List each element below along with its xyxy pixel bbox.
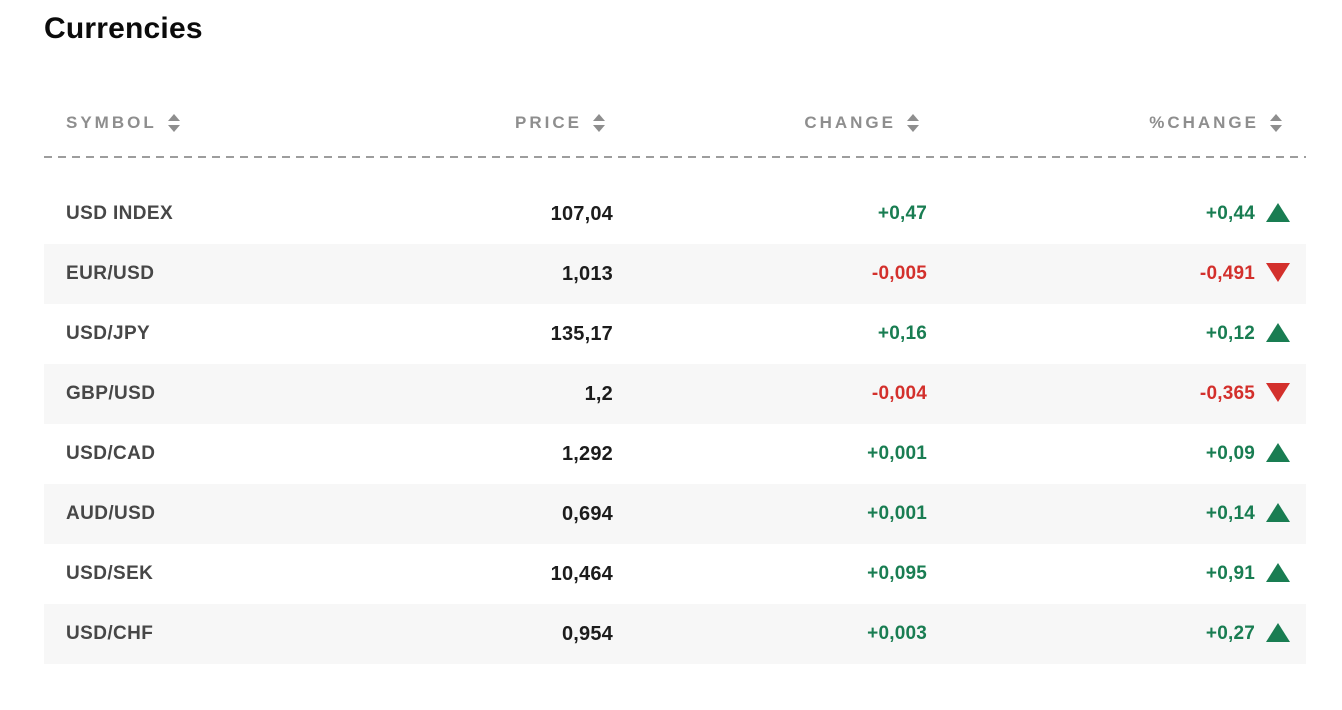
sort-arrows-icon[interactable] xyxy=(593,114,605,132)
pct-change-value: +0,14 xyxy=(1205,503,1255,524)
price-cell: 1,2 xyxy=(584,382,613,405)
table-row: GBP/USD 1,2 -0,004 -0,365 xyxy=(44,364,1306,424)
pct-change-value: +0,12 xyxy=(1205,323,1255,344)
table-row: USD/CHF 0,954 +0,003 +0,27 xyxy=(44,604,1306,664)
table-body: USD INDEX 107,04 +0,47 +0,44 EUR/USD 1,0… xyxy=(44,184,1306,664)
column-header-change-label: CHANGE xyxy=(804,113,896,132)
column-header-pct-change[interactable]: %CHANGE xyxy=(927,113,1290,133)
currencies-widget: Currencies SYMBOL PRICE CHANGE %CHANGE U… xyxy=(44,12,1306,664)
table-row: USD INDEX 107,04 +0,47 +0,44 xyxy=(44,184,1306,244)
trend-up-icon xyxy=(1266,202,1290,222)
column-header-symbol-label: SYMBOL xyxy=(66,113,157,132)
symbol-cell: AUD/USD xyxy=(66,503,156,524)
symbol-cell: USD INDEX xyxy=(66,203,174,224)
table-row: AUD/USD 0,694 +0,001 +0,14 xyxy=(44,484,1306,544)
pct-change-cell: -0,365 xyxy=(927,382,1290,405)
sort-up-arrow-icon xyxy=(1270,114,1282,121)
sort-arrows-icon[interactable] xyxy=(907,114,919,132)
pct-change-cell: +0,44 xyxy=(927,202,1290,225)
pct-change-value: +0,09 xyxy=(1205,443,1255,464)
sort-arrows-icon[interactable] xyxy=(167,114,180,132)
trend-down-icon xyxy=(1266,262,1290,282)
change-cell: +0,47 xyxy=(877,203,927,224)
pct-change-value: +0,44 xyxy=(1205,203,1255,224)
sort-up-arrow-icon xyxy=(907,114,919,121)
table-row: USD/SEK 10,464 +0,095 +0,91 xyxy=(44,544,1306,604)
column-header-change[interactable]: CHANGE xyxy=(613,113,927,133)
price-cell: 1,292 xyxy=(561,442,613,465)
price-cell: 135,17 xyxy=(550,322,613,345)
price-cell: 107,04 xyxy=(550,202,613,225)
sort-arrows-icon[interactable] xyxy=(1270,114,1282,132)
pct-change-cell: +0,14 xyxy=(927,502,1290,525)
sort-down-arrow-icon xyxy=(1270,125,1282,132)
change-cell: +0,003 xyxy=(867,623,927,644)
currencies-table: SYMBOL PRICE CHANGE %CHANGE USD INDEX 10… xyxy=(44,108,1306,664)
trend-down-icon xyxy=(1266,382,1290,402)
table-header-row: SYMBOL PRICE CHANGE %CHANGE xyxy=(44,108,1306,138)
sort-down-arrow-icon xyxy=(907,125,919,132)
pct-change-cell: -0,491 xyxy=(927,262,1290,285)
symbol-cell: USD/SEK xyxy=(66,563,154,584)
symbol-cell: USD/CAD xyxy=(66,443,156,464)
sort-up-arrow-icon xyxy=(167,114,180,121)
trend-up-icon xyxy=(1266,322,1290,342)
pct-change-cell: +0,12 xyxy=(927,322,1290,345)
pct-change-cell: +0,27 xyxy=(927,622,1290,645)
pct-change-cell: +0,91 xyxy=(927,562,1290,585)
symbol-cell: USD/JPY xyxy=(66,323,151,344)
table-row: EUR/USD 1,013 -0,005 -0,491 xyxy=(44,244,1306,304)
symbol-cell: GBP/USD xyxy=(66,383,156,404)
pct-change-value: -0,365 xyxy=(1199,383,1255,404)
change-cell: -0,004 xyxy=(871,383,927,404)
change-cell: +0,001 xyxy=(867,443,927,464)
trend-up-icon xyxy=(1266,502,1290,522)
trend-up-icon xyxy=(1266,442,1290,462)
header-divider xyxy=(44,156,1306,158)
column-header-price-label: PRICE xyxy=(515,113,582,132)
pct-change-value: +0,27 xyxy=(1205,623,1255,644)
trend-up-icon xyxy=(1266,622,1290,642)
pct-change-cell: +0,09 xyxy=(927,442,1290,465)
sort-down-arrow-icon xyxy=(593,125,605,132)
price-cell: 0,954 xyxy=(561,622,613,645)
table-row: USD/JPY 135,17 +0,16 +0,12 xyxy=(44,304,1306,364)
trend-up-icon xyxy=(1266,562,1290,582)
column-header-pct-change-label: %CHANGE xyxy=(1149,113,1259,132)
change-cell: +0,095 xyxy=(867,563,927,584)
symbol-cell: EUR/USD xyxy=(66,263,155,284)
symbol-cell: USD/CHF xyxy=(66,623,154,644)
sort-up-arrow-icon xyxy=(593,114,605,121)
column-header-price[interactable]: PRICE xyxy=(413,113,613,133)
page-title: Currencies xyxy=(44,12,203,45)
pct-change-value: -0,491 xyxy=(1199,263,1255,284)
pct-change-value: +0,91 xyxy=(1205,563,1255,584)
price-cell: 10,464 xyxy=(550,562,613,585)
column-header-symbol[interactable]: SYMBOL xyxy=(66,113,413,133)
sort-down-arrow-icon xyxy=(167,125,180,132)
change-cell: +0,001 xyxy=(867,503,927,524)
change-cell: +0,16 xyxy=(877,323,927,344)
price-cell: 1,013 xyxy=(561,262,613,285)
change-cell: -0,005 xyxy=(871,263,927,284)
table-row: USD/CAD 1,292 +0,001 +0,09 xyxy=(44,424,1306,484)
price-cell: 0,694 xyxy=(561,502,613,525)
